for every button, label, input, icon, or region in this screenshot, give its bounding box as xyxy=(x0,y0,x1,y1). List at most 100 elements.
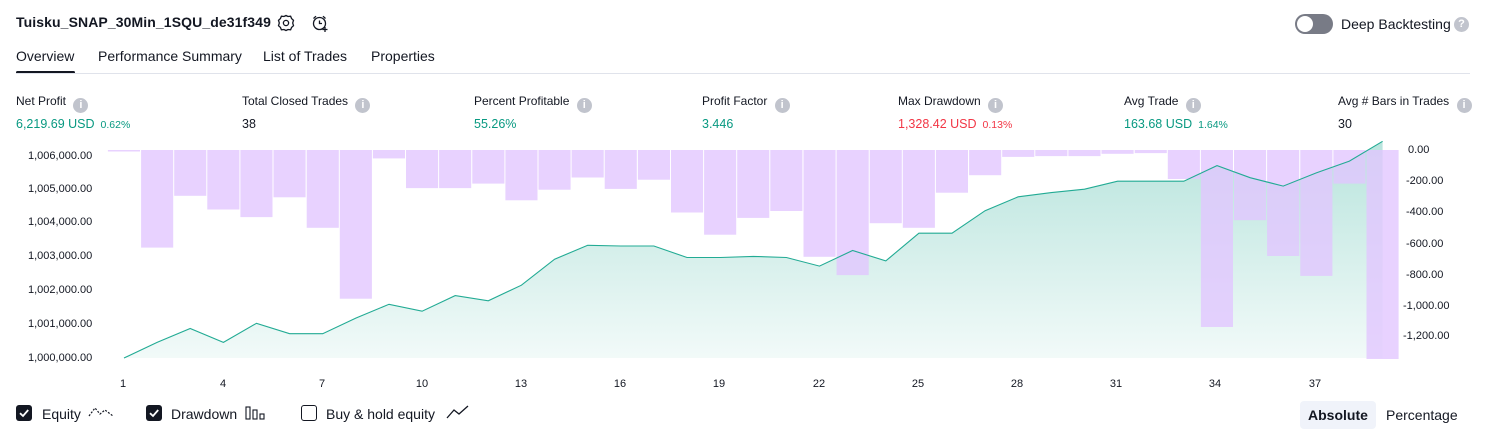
drawdown-bar xyxy=(637,150,670,180)
stat-max-drawdown: Max Drawdown i 1,328.42 USD 0.13% xyxy=(898,94,1012,131)
drawdown-bar xyxy=(240,150,273,218)
info-icon[interactable]: i xyxy=(1185,98,1201,113)
drawdown-legend-label: Drawdown xyxy=(171,406,238,422)
drawdown-bar xyxy=(1002,150,1035,157)
info-icon[interactable]: i xyxy=(988,98,1004,113)
drawdown-bar xyxy=(273,150,306,198)
deep-backtesting-help-icon[interactable]: ? xyxy=(1454,17,1469,32)
drawdown-bar xyxy=(339,150,372,299)
drawdown-bar xyxy=(935,150,968,193)
drawdown-bar xyxy=(207,150,240,210)
stat-label: Avg # Bars in Trades xyxy=(1338,94,1450,108)
drawdown-bar xyxy=(1267,150,1300,256)
stat-label: Avg Trade xyxy=(1124,94,1179,108)
info-icon[interactable]: i xyxy=(774,98,790,113)
buy-hold-legend-label: Buy & hold equity xyxy=(326,406,435,422)
x-axis-tick: 1 xyxy=(119,378,127,390)
x-axis-tick: 22 xyxy=(812,378,826,390)
deep-backtesting-toggle[interactable] xyxy=(1295,14,1333,34)
drawdown-bar xyxy=(737,150,770,218)
drawdown-checkbox[interactable] xyxy=(146,405,162,421)
tab-divider xyxy=(16,73,1470,74)
left-axis-tick: 1,003,000.00 xyxy=(28,250,93,262)
left-axis-tick: 1,000,000.00 xyxy=(28,352,93,364)
x-axis-tick: 13 xyxy=(514,378,528,390)
absolute-button[interactable]: Absolute xyxy=(1300,401,1376,429)
stat-value: 6,219.69 USD xyxy=(16,117,95,131)
drawdown-bar xyxy=(1035,150,1068,157)
stat-value: 1,328.42 USD xyxy=(898,117,977,131)
tab-overview[interactable]: Overview xyxy=(16,48,75,64)
stat-value: 3.446 xyxy=(702,117,734,131)
tab-performance-summary[interactable]: Performance Summary xyxy=(98,48,242,64)
right-axis-tick: -1,200.00 xyxy=(1403,330,1450,342)
deep-backtesting-label: Deep Backtesting xyxy=(1341,16,1451,32)
left-axis-tick: 1,004,000.00 xyxy=(28,216,93,228)
drawdown-bar xyxy=(538,150,571,190)
drawdown-bar xyxy=(306,150,339,228)
stat-net-profit: Net Profit i 6,219.69 USD 0.62% xyxy=(16,94,130,131)
stat-percent-profitable: Percent Profitable i 55.26% xyxy=(474,94,592,131)
drawdown-bar xyxy=(141,150,174,248)
x-axis-tick: 10 xyxy=(415,378,429,390)
drawdown-bar xyxy=(1200,150,1233,327)
stat-percent: 1.64% xyxy=(1198,119,1228,131)
right-axis-tick: -400.00 xyxy=(1406,206,1444,218)
info-icon[interactable]: i xyxy=(576,98,592,113)
drawdown-bar xyxy=(1167,150,1200,179)
drawdown-bar xyxy=(803,150,836,257)
x-axis-tick: 4 xyxy=(219,378,227,390)
drawdown-bar xyxy=(472,150,505,184)
drawdown-bar xyxy=(671,150,704,213)
stat-label: Max Drawdown xyxy=(898,94,981,108)
stat-value: 30 xyxy=(1338,117,1352,131)
drawdown-bar xyxy=(969,150,1002,176)
drawdown-bar xyxy=(869,150,902,224)
x-axis-tick: 19 xyxy=(712,378,726,390)
drawdown-bars-icon xyxy=(245,404,267,425)
stat-percent: 0.13% xyxy=(982,119,1013,131)
drawdown-bar xyxy=(406,150,439,189)
right-axis-tick: -1,000.00 xyxy=(1403,300,1450,312)
x-axis-tick: 37 xyxy=(1308,378,1322,390)
drawdown-bar xyxy=(1333,150,1366,184)
info-icon[interactable]: i xyxy=(355,98,371,113)
stat-total-closed-trades: Total Closed Trades i 38 xyxy=(242,94,371,131)
drawdown-bar xyxy=(571,150,604,178)
stat-profit-factor: Profit Factor i 3.446 xyxy=(702,94,790,131)
active-tab-indicator xyxy=(16,71,75,74)
stat-label: Profit Factor xyxy=(702,94,768,108)
stat-value: 163.68 USD xyxy=(1124,117,1193,131)
tab-properties[interactable]: Properties xyxy=(371,48,435,64)
add-alert-clock-icon[interactable] xyxy=(310,13,330,33)
equity-checkbox[interactable] xyxy=(16,405,32,421)
info-icon[interactable]: i xyxy=(1456,98,1472,113)
percentage-button[interactable]: Percentage xyxy=(1386,407,1458,423)
stat-avg-trade: Avg Trade i 163.68 USD 1.64% xyxy=(1124,94,1228,131)
x-axis-tick: 31 xyxy=(1109,378,1123,390)
drawdown-bar xyxy=(107,150,140,152)
stat-label: Total Closed Trades xyxy=(242,94,349,108)
left-axis-tick: 1,001,000.00 xyxy=(28,318,93,330)
buy-hold-line-icon xyxy=(446,404,470,425)
drawdown-bar xyxy=(902,150,935,228)
drawdown-bar xyxy=(1134,150,1167,154)
left-axis-tick: 1,002,000.00 xyxy=(28,284,93,296)
settings-gear-icon[interactable] xyxy=(276,13,296,33)
buy-hold-checkbox[interactable] xyxy=(301,405,317,421)
equity-legend-label: Equity xyxy=(42,406,81,422)
right-axis-tick: 0.00 xyxy=(1408,144,1430,156)
stat-percent: 0.62% xyxy=(100,119,131,131)
x-axis-tick: 34 xyxy=(1208,378,1222,390)
strategy-title: Tuisku_SNAP_30Min_1SQU_de31f349 xyxy=(16,14,271,30)
info-icon[interactable]: i xyxy=(73,98,89,113)
left-axis-tick: 1,005,000.00 xyxy=(28,183,93,195)
stat-label: Percent Profitable xyxy=(474,94,570,108)
stat-avg-bars-in-trades: Avg # Bars in Trades i 30 xyxy=(1338,94,1472,131)
right-axis-tick: -200.00 xyxy=(1406,175,1444,187)
drawdown-bar xyxy=(704,150,737,235)
drawdown-bar xyxy=(1101,150,1134,154)
tab-list-of-trades[interactable]: List of Trades xyxy=(263,48,348,64)
drawdown-bar xyxy=(604,150,637,189)
